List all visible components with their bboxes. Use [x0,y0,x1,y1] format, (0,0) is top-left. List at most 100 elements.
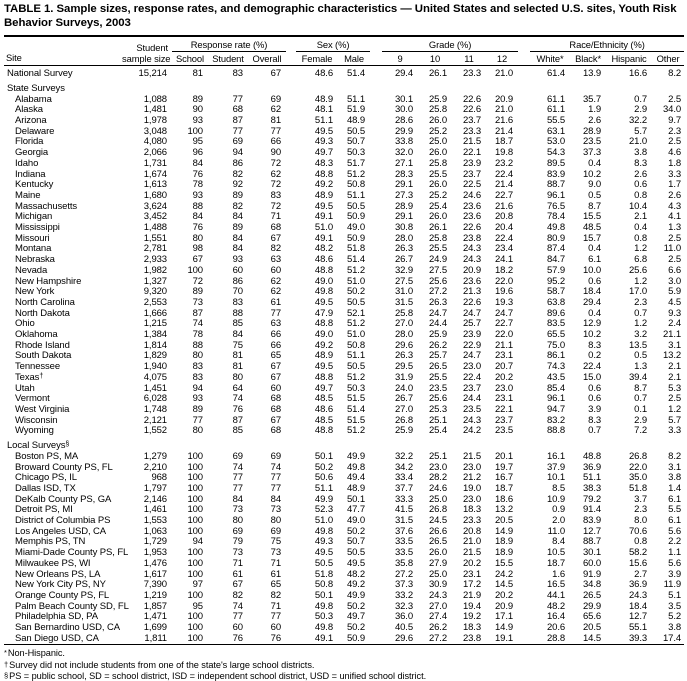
footnote-abbreviations: §PS = public school, SD = school distric… [4,671,684,681]
value-cell: 89 [192,403,203,415]
column-gap [518,277,530,288]
value-cell: 3.8 [634,147,648,159]
column-gap [518,394,530,405]
site-label: Texas† [15,371,44,383]
value-cell: 50.7 [346,136,366,148]
value-cell: 18.2 [494,264,514,276]
value-cell: 2.4 [668,318,682,330]
value-cell: 22.6 [462,93,482,105]
value-cell: 35.8 [394,557,414,569]
value-cell: 93 [192,393,203,405]
value-cell: 83.9 [582,515,602,527]
value-cell: 34.2 [394,461,414,473]
value-cell: 100 [187,568,203,580]
value-cell: 50.8 [346,179,366,191]
value-cell: 89 [232,222,243,234]
value-cell: 21.4 [494,179,514,191]
value-cell: 50.1 [346,493,366,505]
value-cell: 51.2 [346,168,366,180]
value-cell: 49.4 [346,472,366,484]
value-cell: 72 [192,275,203,287]
column-gap [370,452,382,463]
value-cell: 50.8 [314,579,334,591]
column-gap [286,548,296,559]
value-cell: 8.3 [634,157,648,169]
value-cell: 28.9 [582,125,602,137]
table-row: Philadelphia SD, PA 1,471 100 77 77 50.3 49.7 3… [4,612,684,623]
site-label: Florida [15,136,44,148]
value-cell: 18.3 [462,622,482,634]
value-cell: 48.8 [582,450,602,462]
value-cell: 18.4 [628,600,648,612]
value-cell: 25.6 [628,264,648,276]
value-cell: 51.8 [346,243,366,255]
value-cell: 100 [187,622,203,634]
table-row: Vermont 6,028 93 74 68 48.5 51.5 26.7 25.6 24.4 23… [4,394,684,405]
value-cell: 75.0 [546,339,566,351]
value-cell: 29.5 [394,361,414,373]
yrbs-table: Site Student sample size Response rate (… [4,35,685,646]
column-gap [286,137,296,148]
column-gap [286,95,296,106]
value-cell: 23.8 [452,633,487,646]
value-cell: 1.4 [668,482,682,494]
value-cell: 91.4 [582,504,602,516]
value-cell: 23.3 [462,125,482,137]
column-gap [286,426,296,437]
column-gap [518,137,530,148]
value-cell: 96.1 [546,189,566,201]
site-label: Georgia [15,147,49,159]
value-cell: 15.0 [582,371,602,383]
value-cell: 23.0 [494,382,514,394]
value-cell: 10.9 [546,493,566,505]
column-gap [518,287,530,298]
value-cell: 48.2 [346,568,366,580]
value-cell: 93 [192,189,203,201]
value-cell: 16.4 [546,611,566,623]
value-cell: 1.7 [668,179,682,191]
value-cell: 19.4 [462,600,482,612]
value-cell: 49.8 [314,600,334,612]
value-cell: 84 [232,329,243,341]
value-cell: 49.7 [346,611,366,623]
value-cell: 61.1 [546,93,566,105]
value-cell: 25.2 [428,125,448,137]
value-cell: 20.9 [494,600,514,612]
value-cell: 9.7 [668,115,682,126]
table-row: Georgia 2,066 96 94 90 49.7 50.3 32.0 26.0 22.1 19… [4,147,684,159]
value-cell: 2.6 [588,115,602,126]
value-cell: 82 [232,200,243,212]
value-cell: 25.8 [428,104,448,116]
value-cell: 20.6 [546,622,566,634]
value-cell: 0.4 [588,243,602,255]
value-cell: 33.4 [394,472,414,484]
value-cell: 21.3 [462,286,482,298]
value-cell: 24.9 [428,254,448,266]
value-cell: 14.5 [570,633,607,646]
column-gap [370,602,382,613]
value-cell: 44.1 [546,589,566,601]
site-label: Alabama [15,93,52,105]
value-cell: 2.1 [668,371,682,383]
value-cell: 51.8 [314,568,334,580]
value-cell: 69 [232,450,243,462]
value-cell: 63 [270,254,282,266]
value-cell: 5.2 [668,611,682,623]
value-cell: 24.7 [428,307,448,319]
value-cell: 23.5 [462,403,482,415]
value-cell: 23.7 [494,414,514,426]
column-gap [518,416,530,427]
value-cell: 0.6 [588,275,602,287]
table-row: Chicago PS, IL 968 100 77 77 50.6 49.4 33.4 28.2… [4,472,684,484]
value-cell: 26.8 [628,450,648,462]
value-cell: 23.3 [462,68,482,80]
column-gap [518,223,530,234]
column-gap [370,633,383,646]
col-header-overall: Overall [248,51,287,67]
value-cell: 1,553 [143,515,167,527]
value-cell: 100 [187,525,203,537]
table-row: Alabama 1,088 89 77 69 48.9 51.1 30.1 25.9 22.6 20… [4,93,684,106]
value-cell: 83 [192,371,203,383]
value-cell: 21.1 [494,339,514,351]
column-gap [518,191,530,202]
